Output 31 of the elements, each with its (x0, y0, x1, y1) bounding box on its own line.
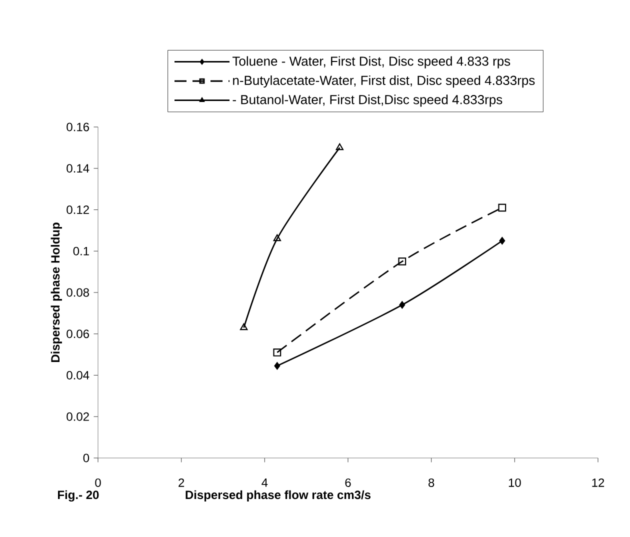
x-tick-label: 6 (345, 478, 351, 487)
text: Fig.- 20 (58, 490, 99, 502)
x-tick-label: 0 (95, 478, 101, 487)
point (336, 143, 344, 150)
legend-label: Toluene - Water, First Dist, Disc speed 4.833 rps (232, 56, 510, 68)
x-tick-label: 12 (592, 478, 604, 487)
x-tick-label: 8 (428, 478, 434, 487)
y-tick-label: 0.1 (73, 246, 89, 256)
x-tick-label: 4 (262, 478, 268, 487)
x-tick-label: 2 (178, 478, 184, 487)
point (399, 301, 406, 309)
y-tick-label: 0.12 (66, 205, 89, 214)
point (273, 234, 282, 242)
y-tick-label: 0.08 (66, 288, 90, 297)
point (274, 362, 280, 370)
point (273, 348, 282, 356)
y-axis-title: Dispersed phase Holdup (50, 222, 62, 362)
x-axis-title: Dispersed phase flow rate cm3/s (186, 490, 371, 502)
y-tick-label: 0 (83, 454, 90, 462)
legend-label: - Butanol-Water, First Dist,Disc speed 4.833rps (232, 94, 502, 107)
y-tick-label: 0.14 (66, 164, 90, 173)
point (499, 237, 506, 245)
point (498, 204, 506, 212)
y-tick-label: 0.02 (66, 412, 89, 421)
point (240, 323, 248, 330)
y-tick-label: 0.16 (66, 122, 90, 132)
y-tick-label: 0.04 (66, 370, 90, 380)
y-tick-label: 0.06 (66, 330, 90, 338)
legend-label: n-Butylacetate-Water, First dist, Disc speed 4.833rps (233, 75, 535, 88)
point (398, 258, 406, 266)
x-tick-label: 10 (508, 478, 521, 487)
